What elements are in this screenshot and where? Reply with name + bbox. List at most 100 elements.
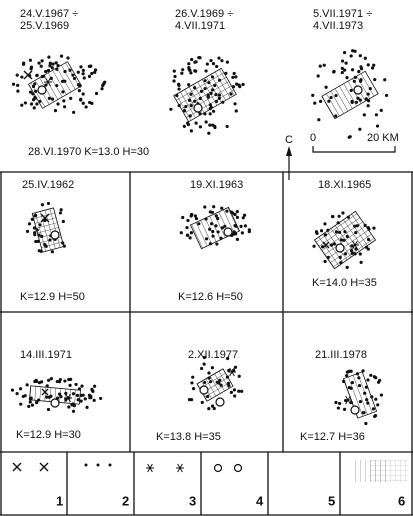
aftershock-dot — [339, 261, 343, 265]
star-symbol — [146, 463, 154, 473]
aftershock-dot — [185, 225, 189, 230]
aftershock-dot — [214, 224, 218, 228]
aftershock-dot — [90, 71, 94, 76]
aftershock-dot — [87, 64, 92, 68]
aftershock-dot — [353, 49, 357, 53]
aftershock-dot — [37, 381, 41, 385]
aftershock-dot — [357, 383, 362, 388]
aftershock-dot — [87, 393, 92, 397]
aftershock-dot — [18, 387, 23, 391]
aftershock-dot — [77, 387, 82, 391]
aftershock-dot — [69, 96, 73, 100]
aftershock-dot — [232, 71, 236, 76]
aftershock-dot — [233, 212, 237, 217]
aftershock-dot — [54, 61, 58, 65]
aftershock-dot — [216, 217, 220, 221]
aftershock-dot — [55, 379, 59, 384]
aftershock-dot — [188, 98, 192, 102]
aftershock-dot — [343, 230, 347, 234]
aftershock-dot — [202, 355, 206, 360]
aftershock-dot — [206, 394, 210, 399]
aftershock-dot — [39, 64, 43, 68]
aftershock-dot — [217, 56, 221, 60]
aftershock-dot — [80, 384, 84, 388]
aftershock-dot — [47, 55, 51, 59]
aftershock-dot — [11, 82, 16, 86]
aftershock-dot — [240, 231, 244, 235]
aftershock-dot — [62, 105, 67, 109]
star-symbol — [44, 77, 52, 87]
aftershock-dot — [55, 83, 59, 88]
aftershock-dot — [373, 77, 377, 82]
params: K=12.6 H=50 — [178, 291, 243, 303]
aftershock-dot — [79, 97, 83, 101]
aftershock-dot — [29, 396, 33, 400]
aftershock-dot — [349, 400, 353, 405]
cross-symbol — [39, 462, 49, 472]
aftershock-dot — [81, 92, 85, 96]
aftershock-dot — [23, 394, 27, 398]
aftershock-dot — [338, 255, 342, 259]
aftershock-dot — [233, 102, 237, 106]
aftershock-dot — [186, 233, 190, 237]
aftershock-dot — [198, 125, 203, 129]
aftershock-dot — [79, 65, 83, 69]
aftershock-dot — [349, 248, 354, 253]
aftershock-dot — [354, 100, 359, 104]
aftershock-dot — [329, 243, 334, 247]
aftershock-dot — [28, 400, 32, 404]
aftershock-dot — [48, 238, 52, 242]
aftershock-dot — [211, 234, 215, 238]
aftershock-dot — [189, 231, 194, 235]
aftershock-dot — [357, 70, 361, 74]
aftershock-dot — [343, 68, 347, 72]
aftershock-dot — [72, 403, 76, 408]
aftershock-dot — [374, 397, 378, 401]
date: 21.III.1978 — [315, 349, 367, 361]
aftershock-dot — [343, 252, 348, 256]
aftershock-dot — [187, 62, 191, 66]
aftershock-dot — [243, 224, 247, 228]
aftershock-dot — [226, 356, 230, 361]
cross-symbol — [41, 388, 49, 396]
aftershock-dot — [50, 250, 54, 254]
aftershock-dot — [235, 237, 240, 241]
aftershock-dot — [205, 62, 209, 66]
aftershock-dot — [76, 398, 80, 402]
aftershock-dot — [25, 229, 30, 233]
star-symbol — [351, 240, 359, 250]
aftershock-dot — [334, 400, 338, 405]
aftershock-dot — [224, 71, 228, 75]
aftershock-dot — [58, 211, 63, 215]
aftershock-dot — [30, 403, 35, 407]
aftershock-dot — [329, 95, 333, 100]
aftershock-dot — [358, 252, 362, 256]
aftershock-dot — [207, 371, 211, 375]
legend-grid — [370, 460, 408, 482]
aftershock-dot — [234, 109, 238, 113]
aftershock-dot — [64, 391, 68, 395]
aftershock-dot — [37, 249, 41, 253]
source-area — [321, 70, 379, 120]
aftershock-dot — [371, 407, 376, 411]
legend-number: 1 — [56, 493, 63, 508]
aftershock-dot — [53, 108, 58, 113]
date: 14.III.1971 — [20, 349, 72, 361]
aftershock-dot — [203, 79, 207, 83]
star-symbol — [228, 367, 236, 377]
aftershock-dot — [366, 378, 370, 382]
circle-symbol — [193, 103, 203, 113]
aftershock-dot — [31, 92, 35, 96]
aftershock-dot — [208, 227, 212, 231]
aftershock-dot — [203, 86, 207, 91]
aftershock-dot — [173, 74, 177, 79]
aftershock-dot — [33, 231, 37, 235]
aftershock-dot — [15, 391, 19, 396]
aftershock-dot — [61, 219, 65, 224]
date: 24.V.1967 ÷ — [20, 8, 78, 20]
aftershock-dot — [353, 224, 357, 228]
aftershock-dot — [379, 393, 383, 397]
aftershock-dot — [225, 209, 229, 213]
aftershock-dot — [366, 237, 371, 242]
aftershock-dot — [242, 213, 247, 217]
